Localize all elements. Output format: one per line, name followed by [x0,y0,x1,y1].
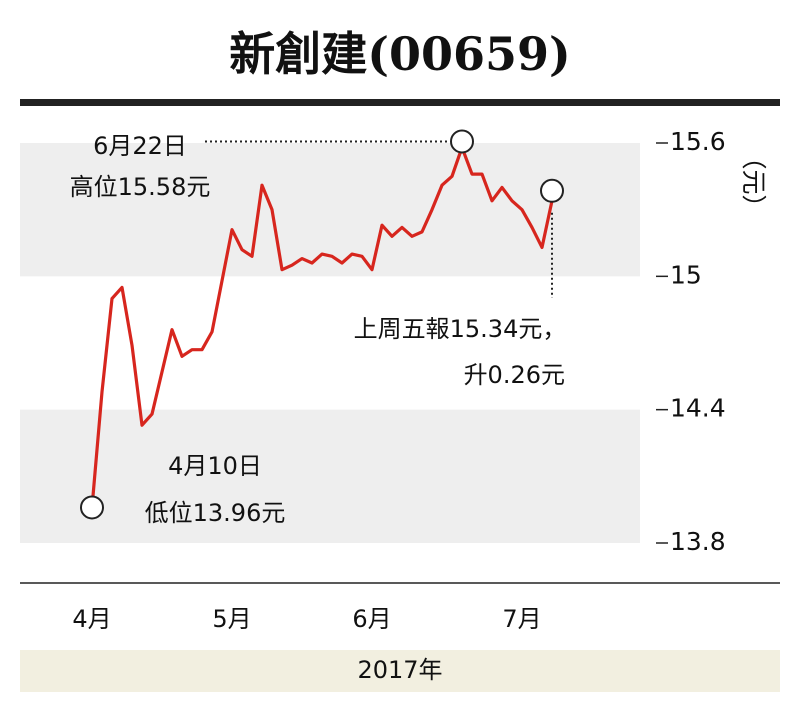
annotation: 升0.26元 [464,361,565,389]
grid-band [20,143,640,277]
annotation: 上周五報15.34元， [354,315,567,343]
x-label-band [20,650,780,692]
marker [450,129,474,154]
y-tick-label: 13.8 [670,527,726,556]
grid-band [20,409,640,543]
annotation: 6月22日 [93,132,187,160]
y-tick-label: 15.6 [670,127,726,156]
y-tick-label: 15 [670,260,702,289]
annotation: 高位15.58元 [70,173,211,201]
bands [20,143,640,543]
chart-title: 新創建(00659) [229,27,571,81]
title-rule [20,99,780,106]
x-tick-label: 7月 [502,605,541,633]
line [90,145,554,508]
y-axis-title: （元） [739,144,768,219]
x-axis-title: 2017年 [357,656,442,684]
annotation: 4月10日 [168,452,262,480]
x-tick-label: 6月 [352,605,391,633]
y-tick-label: 14.4 [670,394,726,423]
marker [80,495,104,520]
marker [540,178,564,203]
x-tick-label: 4月 [72,605,111,633]
x-tick-label: 5月 [212,605,251,633]
annotation: 低位13.96元 [145,499,286,527]
